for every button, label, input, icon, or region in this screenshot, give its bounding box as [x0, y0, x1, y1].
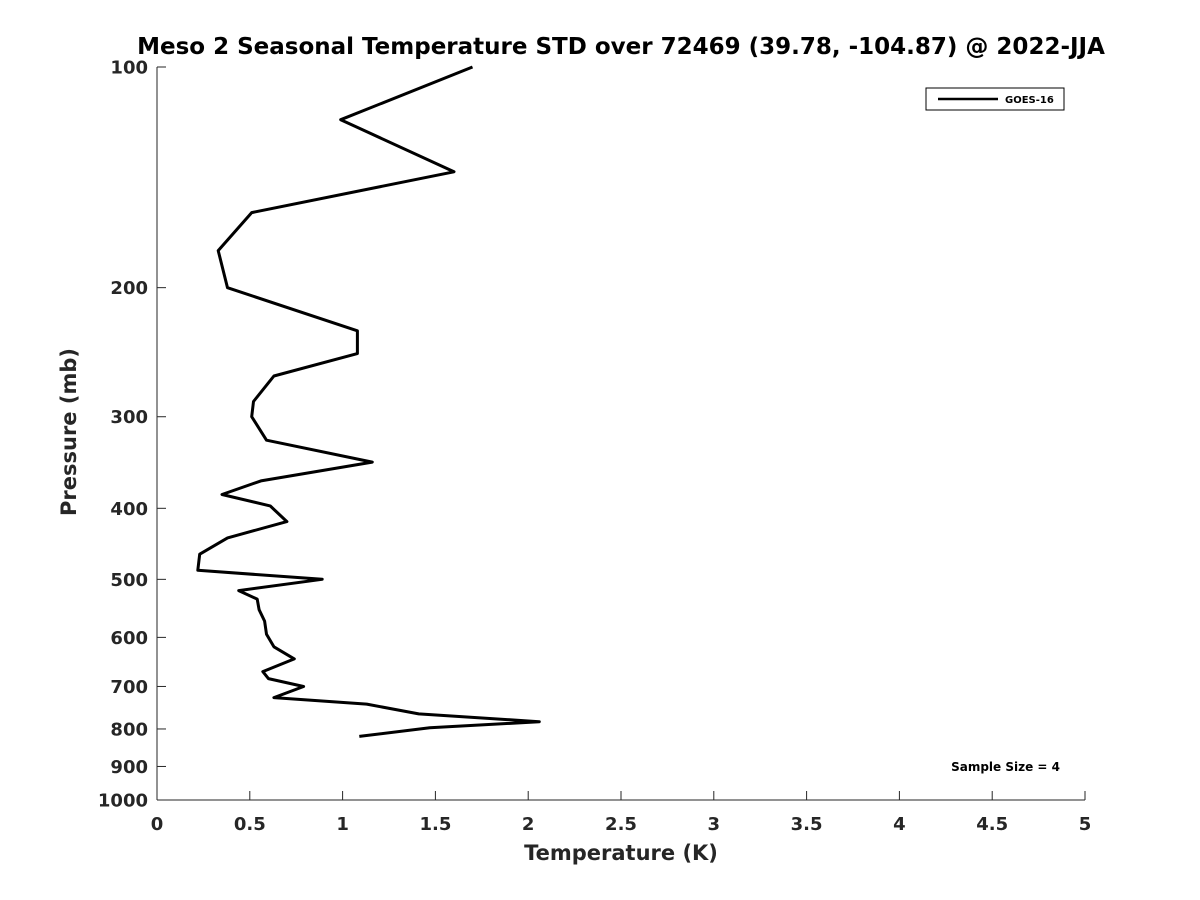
x-tick-label-9: 4.5	[976, 814, 1008, 835]
series-line-0	[196, 65, 541, 738]
legend-label-goes-16: GOES-16	[1005, 95, 1054, 106]
y-tick-label-2: 300	[110, 407, 148, 428]
x-tick-label-8: 4	[893, 814, 906, 835]
x-tick-label-0: 0	[151, 814, 164, 835]
x-axis-label: Temperature (K)	[524, 841, 718, 865]
x-tick-label-6: 3	[708, 814, 721, 835]
y-axis-label: Pressure (mb)	[57, 348, 81, 516]
y-tick-label-8: 900	[110, 757, 148, 778]
y-tick-label-4: 500	[110, 570, 148, 591]
sample-size-annotation: Sample Size = 4	[951, 760, 1060, 774]
y-tick-label-6: 700	[110, 677, 148, 698]
y-tick-label-5: 600	[110, 628, 148, 649]
y-tick-label-7: 800	[110, 719, 148, 740]
y-tick-label-1: 200	[110, 278, 148, 299]
y-tick-label-0: 100	[110, 58, 148, 79]
y-tick-label-9: 1000	[98, 791, 148, 812]
legend: GOES-16	[925, 87, 1065, 111]
x-tick-label-7: 3.5	[791, 814, 823, 835]
x-tick-label-4: 2	[522, 814, 535, 835]
x-tick-label-3: 1.5	[419, 814, 451, 835]
chart-title: Meso 2 Seasonal Temperature STD over 724…	[137, 34, 1105, 60]
plot-area: 0 0.5 1 1.5 2 2.5 3 3.5 4 4.5 5 100 200 300 400 500 600 7…	[98, 58, 1091, 836]
y-tick-label-3: 400	[110, 499, 148, 520]
x-tick-label-2: 1	[336, 814, 349, 835]
x-tick-label-5: 2.5	[605, 814, 637, 835]
x-tick-label-1: 0.5	[234, 814, 266, 835]
x-tick-label-10: 5	[1079, 814, 1092, 835]
